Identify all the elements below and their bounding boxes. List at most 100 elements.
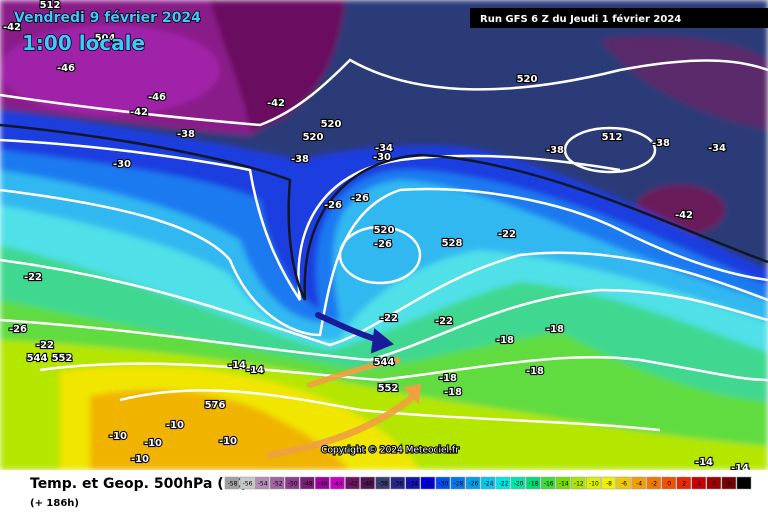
geopotential-label: 512 bbox=[40, 0, 61, 11]
legend-swatch bbox=[721, 476, 737, 490]
legend-label: -12 bbox=[574, 481, 584, 488]
temperature-label: -38 bbox=[546, 145, 564, 156]
temperature-label: -10 bbox=[109, 431, 127, 442]
legend-label: 6 bbox=[712, 481, 716, 488]
legend-label: -24 bbox=[484, 481, 494, 488]
arrows bbox=[266, 312, 422, 459]
legend-swatch bbox=[345, 476, 360, 490]
map-labels: -42-46-46-42-42-38-38-34-30-30-38-38 -34-… bbox=[2, 0, 750, 475]
legend-swatch bbox=[586, 476, 601, 490]
temperature-label: -34 bbox=[708, 143, 726, 154]
run-info: Run GFS 6 Z du Jeudi 1 février 2024 bbox=[480, 13, 681, 25]
temperature-label: -46 bbox=[148, 92, 166, 103]
legend-label: 4 bbox=[697, 481, 701, 488]
legend-swatch bbox=[300, 476, 315, 490]
geopotential-label: 544 bbox=[374, 357, 395, 368]
temperature-label: -38 bbox=[652, 138, 670, 149]
isotherm bbox=[0, 123, 768, 301]
legend-swatch bbox=[661, 476, 676, 490]
legend-label: -28 bbox=[453, 481, 463, 488]
contour-lines bbox=[0, 58, 768, 432]
geopotential-label: 520 bbox=[374, 225, 395, 236]
valid-date: Vendredi 9 février 2024 bbox=[14, 10, 201, 26]
legend-swatch bbox=[556, 476, 571, 490]
legend-swatch bbox=[330, 476, 345, 490]
legend-label: -50 bbox=[288, 481, 298, 488]
geopotential-label: 544 bbox=[27, 353, 48, 364]
legend-swatch bbox=[450, 476, 466, 490]
temperature-label: -26 bbox=[9, 324, 27, 335]
legend-label: -4 bbox=[636, 481, 642, 488]
geopotential-label: 504 bbox=[95, 33, 116, 44]
temperature-label: -26 bbox=[351, 193, 369, 204]
geopotential-label: 528 bbox=[442, 238, 463, 249]
temperature-label: -14 bbox=[228, 360, 246, 371]
legend-label: -46 bbox=[318, 481, 328, 488]
legend-swatch bbox=[375, 476, 390, 490]
copyright: Copyright © 2024 Meteociel.fr bbox=[321, 446, 459, 456]
legend-label: -58 bbox=[228, 481, 238, 488]
temperature-label: -18 bbox=[546, 324, 564, 335]
legend-label: -52 bbox=[273, 481, 283, 488]
temperature-label: -10 bbox=[144, 438, 162, 449]
legend-label: -20 bbox=[514, 481, 524, 488]
legend-swatch bbox=[616, 476, 631, 490]
temperature-label: -10 bbox=[219, 436, 237, 447]
legend-swatch bbox=[646, 476, 661, 490]
legend-label: -56 bbox=[243, 481, 253, 488]
color-scale: -58 -56 -54 -52 -50 -48 -46 -44 -42 -40 -38 -36 -34-… bbox=[224, 476, 752, 490]
legend-swatch bbox=[405, 476, 420, 490]
legend-title: Temp. et Geop. 500hPa (°C) bbox=[30, 476, 247, 492]
legend-swatch bbox=[390, 476, 405, 490]
legend-label: -22 bbox=[499, 481, 509, 488]
geopotential-label: 512 bbox=[602, 132, 623, 143]
legend-swatch bbox=[510, 476, 526, 490]
legend-label: -42 bbox=[348, 481, 358, 488]
legend-swatch bbox=[676, 476, 692, 490]
temperature-label: -10 bbox=[166, 420, 184, 431]
geopotential-label: 520 bbox=[321, 119, 342, 130]
temperature-label: -22 bbox=[435, 316, 453, 327]
legend-label: -30 bbox=[438, 481, 448, 488]
legend-label: -40 bbox=[363, 481, 373, 488]
legend-swatch bbox=[239, 476, 255, 490]
legend-swatch bbox=[315, 476, 330, 490]
temperature-label: -34 bbox=[375, 143, 393, 154]
legend-swatch bbox=[465, 476, 481, 490]
temperature-label: -30 bbox=[373, 152, 391, 163]
legend-swatch bbox=[736, 476, 752, 490]
legend-swatch bbox=[224, 476, 240, 490]
temperature-label: -14 bbox=[695, 457, 713, 468]
temperature-label: -42 bbox=[267, 98, 285, 109]
temperature-label: -38 bbox=[177, 129, 195, 140]
temperature-label: -14 bbox=[246, 365, 264, 376]
temperature-label: -42 bbox=[3, 22, 21, 33]
temperature-label: -22 bbox=[498, 229, 516, 240]
geopotential-label: 576 bbox=[205, 400, 226, 411]
temperature-label: -18 bbox=[526, 366, 544, 377]
temperature-label: -42 bbox=[675, 210, 693, 221]
legend-swatch bbox=[420, 476, 436, 490]
legend-label: -36 bbox=[393, 481, 403, 488]
legend-label: -34 bbox=[408, 481, 418, 488]
local-time: 1:00 locale bbox=[22, 31, 145, 55]
legend-swatch bbox=[435, 476, 451, 490]
legend-label: -44 bbox=[333, 481, 343, 488]
legend-swatch bbox=[269, 476, 285, 490]
geopotential-label: 520 bbox=[517, 74, 538, 85]
temperature-label: -22 bbox=[36, 340, 54, 351]
legend-label: -16 bbox=[544, 481, 554, 488]
legend-label: -38 bbox=[378, 481, 388, 488]
lead-time: (+ 186h) bbox=[30, 498, 79, 509]
temperature-label: -22 bbox=[24, 272, 42, 283]
legend-label: 2 bbox=[682, 481, 686, 488]
legend-label: -6 bbox=[621, 481, 627, 488]
legend-label: -32 bbox=[423, 481, 433, 488]
legend-label: -10 bbox=[589, 481, 599, 488]
legend-label: -2 bbox=[651, 481, 657, 488]
legend-swatch bbox=[631, 476, 646, 490]
temperature-label: -18 bbox=[496, 335, 514, 346]
temperature-label: -38 bbox=[291, 154, 309, 165]
